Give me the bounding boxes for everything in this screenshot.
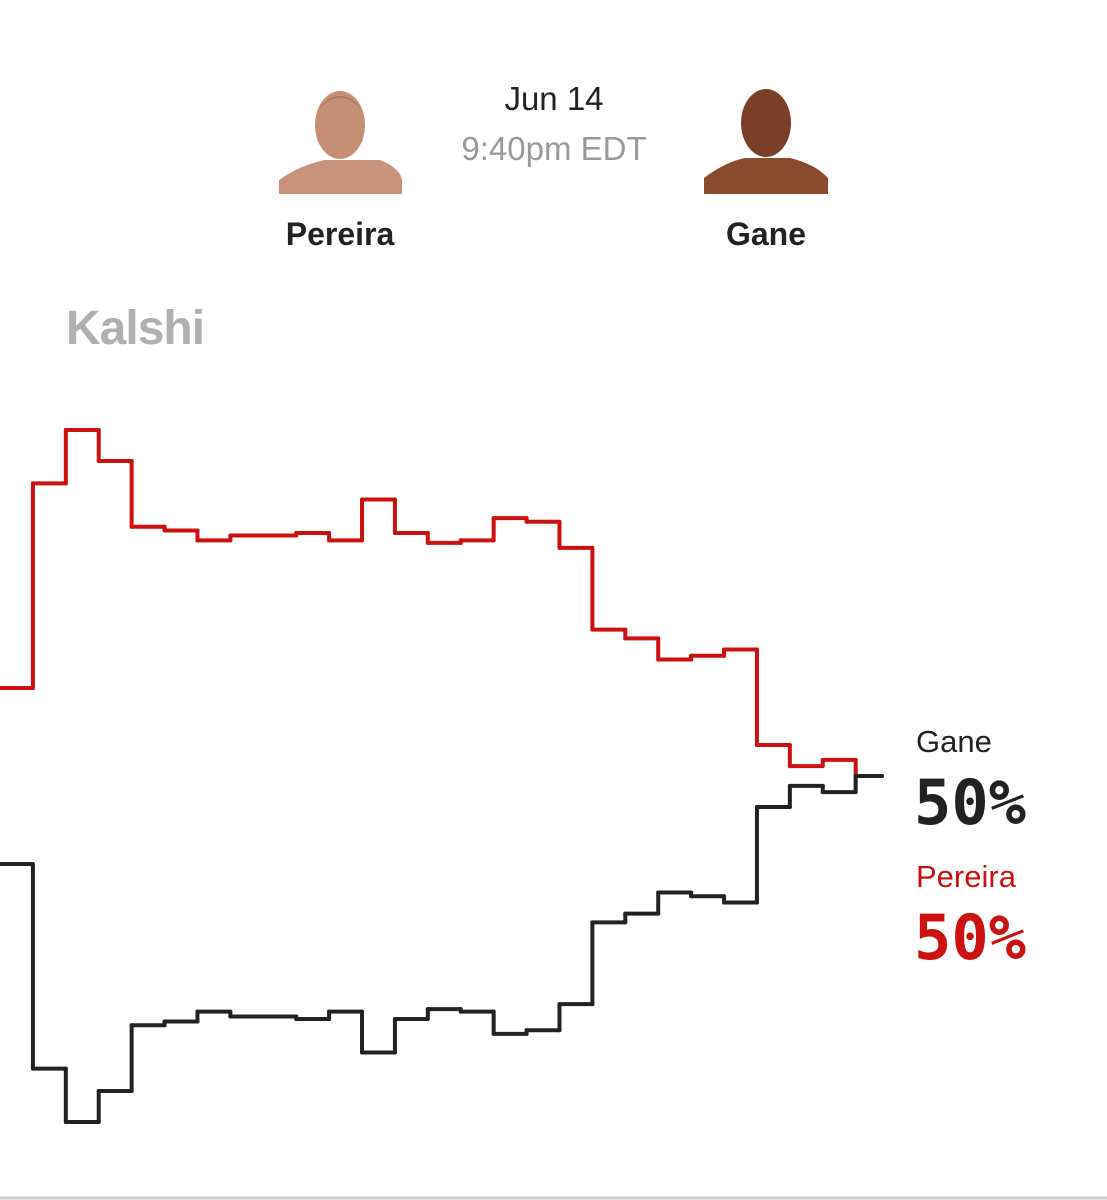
date: Jun 14 <box>504 80 603 117</box>
legend-value: 50% <box>914 901 1026 974</box>
legend-name: Pereira <box>916 859 1017 894</box>
legend-value: 50% <box>914 766 1026 839</box>
brand-logo: Kalshi <box>66 302 204 355</box>
fighter-name: Pereira <box>286 216 395 252</box>
pereira-photo <box>279 82 402 194</box>
fighter-name: Gane <box>726 216 806 252</box>
legend-name: Gane <box>916 724 992 759</box>
gane-photo <box>704 82 828 194</box>
time: 9:40pm EDT <box>461 130 646 167</box>
